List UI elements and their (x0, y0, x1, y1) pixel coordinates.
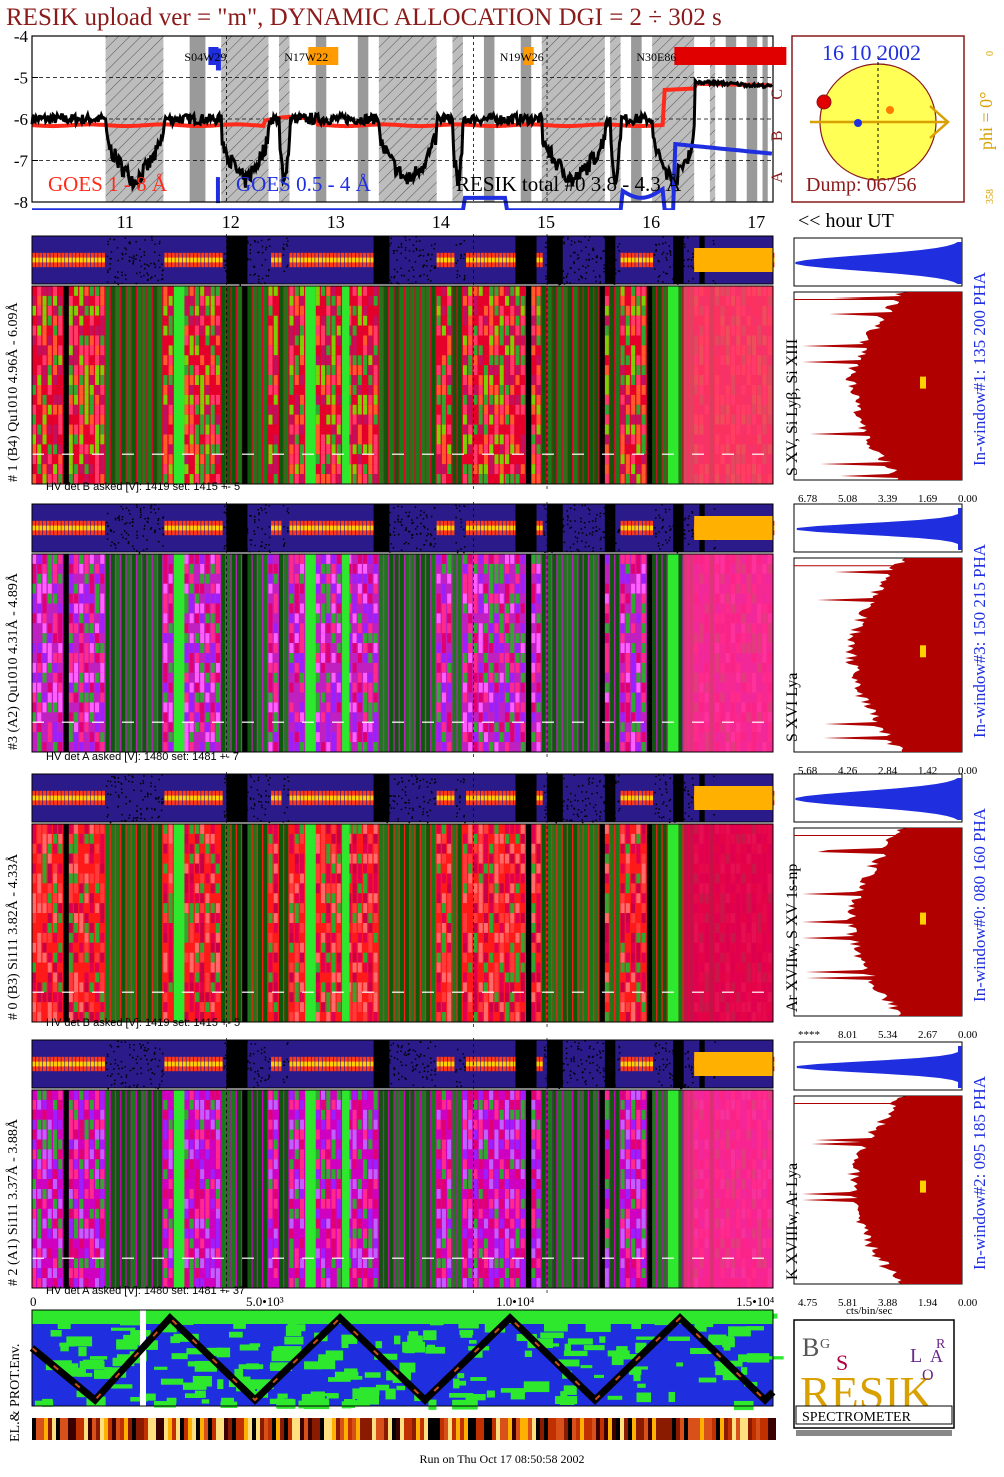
window-label: In-window#3: 150 215 PHA (970, 543, 989, 738)
logo-letter-s: S (836, 1350, 848, 1375)
spectrum-axis-tick: **** (798, 1029, 820, 1041)
y-tick-label: -4 (14, 30, 29, 46)
line-id-label: K XVIIIw, Ar Lya (784, 1162, 801, 1280)
flare-marker (816, 94, 832, 110)
logo-letter-b: B (802, 1333, 819, 1362)
flare-class-label: C (769, 89, 786, 100)
active-region-label: S04W29 (184, 50, 226, 64)
page-title: RESIK upload ver = "m", DYNAMIC ALLOCATI… (6, 4, 722, 31)
pha-spectrum: 5.68 4.26 2.84 1.42 0.00 (793, 503, 978, 777)
hv-readout: HV det A asked [V]: 1480 set: 1481 +- 7 (46, 751, 239, 763)
y-tick-label: -5 (14, 69, 28, 88)
y-tick-label: -7 (14, 152, 29, 171)
spectrogram-block (31, 234, 775, 492)
pointing-marker (854, 119, 862, 127)
pha-spectrum: 6.78 5.08 3.39 1.69 0.00 (793, 237, 978, 505)
spectrum-axis-tick: 0.00 (958, 1297, 978, 1309)
env-panel (29, 1309, 784, 1440)
detector-label: #3 (A2) Qu1010 4.31Å - 4.89Å (6, 573, 21, 750)
hour-axis-unit: << hour UT (798, 210, 894, 232)
detector-label: # 2 (A1) Si111 3.37Å - 3.88Å (6, 1119, 21, 1286)
sun-disk-panel (791, 35, 965, 203)
spectrum-axis-tick: 2.67 (918, 1029, 938, 1041)
active-region-label: N30E86 (636, 50, 676, 64)
hour-tick-label: 17 (747, 212, 766, 232)
hour-tick-label: 13 (326, 212, 345, 232)
spectrogram-block (31, 502, 775, 760)
region-marker (886, 106, 894, 114)
spectrum-unit: cts/bin/sec (846, 1305, 893, 1317)
spectrum-axis-tick: 5.81 (838, 1297, 857, 1309)
phi-tick-bottom: 358 (985, 189, 996, 204)
logo-letter-rr: R (936, 1337, 946, 1352)
spectrum-axis-tick: 3.88 (878, 1297, 898, 1309)
hour-tick-label: 16 (642, 212, 661, 232)
spectrum-axis-tick: 1.69 (918, 493, 938, 505)
run-footer: Run on Thu Oct 17 08:50:58 2002 (419, 1452, 585, 1466)
spectrum-axis-tick: 3.39 (878, 493, 898, 505)
spectrum-axis-tick: 0.00 (958, 765, 978, 777)
hour-tick-label: 11 (116, 212, 134, 232)
env-label: EL.& PROT.Env. (8, 1343, 23, 1442)
spectrum-axis-tick: 1.94 (918, 1297, 938, 1309)
logo-letter-g: G (820, 1337, 830, 1352)
spectrum-axis-tick: 8.01 (838, 1029, 857, 1041)
line-id-label: S XV, Si Lyβ, Si XIII (784, 338, 801, 476)
dump-number: Dump: 06756 (806, 174, 917, 196)
pha-spectrum: 4.75 5.81 3.88 1.94 0.00 (793, 1041, 978, 1309)
detector-label: # 0 (B3) Si111 3.82Å - 4.33Å (6, 853, 21, 1020)
spectrum-axis-tick: 5.34 (878, 1029, 898, 1041)
window-label: In-window#1: 135 200 PHA (970, 271, 989, 466)
active-region-label: N17W22 (284, 50, 328, 64)
lightcurve-plot: -4-5-6-7-8 XMCBA S04W29N17W22N19W26N30E8… (14, 30, 787, 210)
spectrum-axis-tick: 4.75 (798, 1297, 818, 1309)
legend-goes-short: GOES 0.5 - 4 Å (236, 172, 371, 196)
active-region-label: N19W26 (500, 50, 544, 64)
window-label: In-window#2: 095 185 PHA (970, 1075, 989, 1270)
env-x-tick: 5.0•10³ (246, 1294, 284, 1309)
spectrum-axis-tick: 5.08 (838, 493, 858, 505)
legend-goes-long: GOES 1 - 8 Å (48, 172, 167, 196)
detector-label: # 1 (B4) Qu1010 4.96Å - 6.09Å (6, 302, 21, 482)
phi-label: phi = 0° (976, 91, 996, 150)
flare-class-label: A (769, 171, 786, 183)
line-id-label: S XVI Lya (784, 672, 801, 742)
hour-tick-label: 14 (431, 212, 450, 232)
logo-letter-a: A (930, 1346, 943, 1366)
spectrogram-block (31, 772, 775, 1030)
hv-readout: HV det B asked [V]: 1419 set: 1415 +- 5 (46, 1017, 241, 1029)
hour-tick-label: 15 (537, 212, 556, 232)
phi-tick-top: 0 (985, 51, 996, 56)
env-x-axis: 0 5.0•10³ 1.0•10⁴ 1.5•10⁴ (0, 1294, 790, 1310)
spectrum-axis-tick: 6.78 (798, 493, 818, 505)
logo-letter-o: O (922, 1367, 934, 1384)
spectrum-axis-tick: 0.00 (958, 1029, 978, 1041)
hour-tick-label: 12 (221, 212, 240, 232)
hv-readout: HV det B asked [V]: 1419 set: 1415 +- 5 (46, 481, 241, 493)
spectrogram-block (31, 1038, 775, 1296)
resik-logo: B G RESIK S O L A R SPECTROMETER (793, 1319, 955, 1436)
pha-spectrum: **** 8.01 5.34 2.67 0.00 (793, 773, 978, 1041)
y-tick-label: -6 (14, 110, 28, 129)
logo-sub: SPECTROMETER (802, 1410, 912, 1425)
env-x-tick: 1.0•10⁴ (496, 1294, 535, 1309)
sun-date: 16 10 2002 (822, 40, 921, 65)
env-x-tick: 1.5•10⁴ (736, 1294, 775, 1309)
y-tick-label: -8 (14, 193, 28, 210)
window-label: In-window#0: 080 160 PHA (970, 807, 989, 1002)
legend-resik-total: RESIK total #0 3.8 - 4.3 Å (456, 172, 682, 196)
line-id-label: Ar XVIIw, S XV 1s-np (784, 863, 801, 1012)
env-x-tick: 0 (30, 1294, 37, 1309)
hv-readout: HV det A asked [V]: 1480 set: 1481 +- 37 (46, 1285, 246, 1297)
logo-letter-l: L (910, 1345, 922, 1367)
hour-axis: 11 12 13 14 15 16 17 (0, 212, 790, 234)
flare-class-label: B (769, 130, 786, 141)
spectrum-axis-tick: 0.00 (958, 493, 978, 505)
